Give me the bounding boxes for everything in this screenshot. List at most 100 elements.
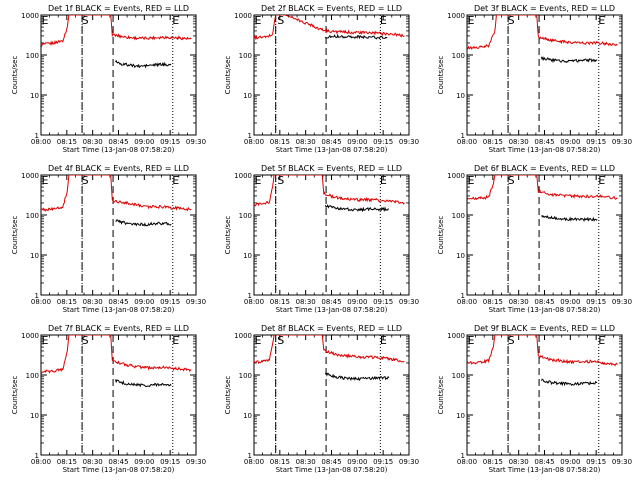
y-tick-label: 1 — [35, 292, 39, 300]
x-tick-label: 08:00 — [244, 298, 264, 306]
x-tick-label: 09:30 — [612, 298, 632, 306]
lld-series-line — [254, 175, 405, 207]
y-tick-label: 100 — [239, 212, 252, 220]
panel-7: Det 7f BLACK = Events, RED = LLD 1 10 100 10… — [11, 324, 206, 474]
y-tick-label: 1000 — [234, 12, 252, 20]
y-tick-label: 10 — [243, 92, 252, 100]
x-tick-label: 08:15 — [57, 138, 77, 146]
left-edge-marker: E — [468, 174, 475, 187]
y-tick-label: 10 — [243, 412, 252, 420]
x-tick-label: 08:30 — [509, 138, 529, 146]
x-tick-label: 09:15 — [160, 298, 180, 306]
end-marker: E — [172, 334, 179, 347]
y-tick-label: 1000 — [447, 172, 465, 180]
x-tick-label: 08:45 — [534, 458, 554, 466]
panel-title: Det 7f BLACK = Events, RED = LLD — [48, 324, 189, 333]
y-tick-label: 1000 — [21, 172, 39, 180]
lld-series-line — [467, 335, 618, 367]
events-series-line — [324, 371, 390, 382]
x-tick-label: 09:30 — [612, 138, 632, 146]
x-tick-label: 08:45 — [534, 138, 554, 146]
y-axis-label: Counts/sec — [224, 216, 232, 255]
x-tick-label: 08:00 — [244, 458, 264, 466]
x-tick-label: 08:00 — [31, 138, 51, 146]
panel-title: Det 8f BLACK = Events, RED = LLD — [261, 324, 402, 333]
lld-series-line — [41, 335, 192, 374]
y-axis-label: Counts/sec — [11, 56, 19, 95]
y-tick-label: 100 — [452, 372, 465, 380]
x-tick-label: 09:00 — [134, 298, 154, 306]
x-tick-label: 09:00 — [134, 458, 154, 466]
events-series-line — [324, 204, 390, 213]
y-tick-label: 1000 — [447, 12, 465, 20]
panel-4: Det 4f BLACK = Events, RED = LLD 1 10 100 10… — [11, 164, 206, 314]
x-tick-label: 08:30 — [509, 458, 529, 466]
x-tick-label: 09:15 — [586, 298, 606, 306]
y-tick-label: 100 — [239, 52, 252, 60]
x-tick-label: 09:30 — [186, 298, 206, 306]
y-tick-label: 10 — [30, 252, 39, 260]
x-tick-label: 08:15 — [57, 458, 77, 466]
y-tick-label: 100 — [452, 212, 465, 220]
events-series-line — [540, 55, 598, 64]
panel-title: Det 3f BLACK = Events, RED = LLD — [474, 4, 615, 13]
lld-series-line — [41, 175, 192, 212]
x-axis-label: Start Time (13-Jan-08 07:58:20) — [489, 306, 601, 314]
x-tick-label: 09:15 — [586, 458, 606, 466]
x-tick-label: 09:15 — [160, 138, 180, 146]
y-tick-label: 1000 — [447, 332, 465, 340]
y-tick-label: 100 — [26, 372, 39, 380]
end-marker: E — [598, 174, 605, 187]
x-tick-label: 08:15 — [483, 138, 503, 146]
x-tick-label: 09:30 — [399, 298, 419, 306]
panel-6: Det 6f BLACK = Events, RED = LLD 1 10 100 10… — [437, 164, 632, 314]
y-tick-label: 1000 — [234, 172, 252, 180]
events-series-line — [324, 33, 388, 40]
panel-9: Det 9f BLACK = Events, RED = LLD 1 10 100 10… — [437, 324, 632, 474]
x-tick-label: 08:15 — [483, 458, 503, 466]
x-tick-label: 09:30 — [399, 458, 419, 466]
events-series-line — [115, 219, 172, 227]
end-marker: E — [598, 14, 605, 27]
x-tick-label: 09:15 — [373, 138, 393, 146]
end-marker: E — [380, 334, 387, 347]
x-tick-label: 08:45 — [321, 138, 341, 146]
y-axis-label: Counts/sec — [437, 376, 445, 415]
x-tick-label: 09:00 — [134, 138, 154, 146]
x-axis-label: Start Time (13-Jan-08 07:58:20) — [489, 466, 601, 474]
panel-title: Det 2f BLACK = Events, RED = LLD — [261, 4, 402, 13]
y-axis-label: Counts/sec — [437, 56, 445, 95]
y-axis-label: Counts/sec — [437, 216, 445, 255]
x-tick-label: 09:30 — [399, 138, 419, 146]
lld-series-line — [41, 15, 192, 48]
start-marker: S — [277, 174, 284, 187]
left-edge-marker: E — [255, 14, 262, 27]
left-edge-marker: E — [42, 174, 49, 187]
start-marker: S — [508, 174, 515, 187]
x-tick-label: 09:15 — [586, 138, 606, 146]
panel-title: Det 1f BLACK = Events, RED = LLD — [48, 4, 189, 13]
x-tick-label: 09:00 — [347, 138, 367, 146]
x-tick-label: 08:30 — [296, 138, 316, 146]
end-marker: E — [172, 14, 179, 27]
end-marker: E — [172, 174, 179, 187]
x-tick-label: 09:00 — [347, 458, 367, 466]
y-tick-label: 1000 — [234, 332, 252, 340]
end-marker: E — [380, 14, 387, 27]
x-tick-label: 08:45 — [321, 458, 341, 466]
x-tick-label: 08:30 — [83, 298, 103, 306]
start-marker: S — [82, 334, 89, 347]
panel-8: Det 8f BLACK = Events, RED = LLD 1 10 100 10… — [224, 324, 419, 474]
y-tick-label: 10 — [456, 92, 465, 100]
panel-title: Det 5f BLACK = Events, RED = LLD — [261, 164, 402, 173]
panel-5: Det 5f BLACK = Events, RED = LLD 1 10 100 10… — [224, 164, 419, 314]
events-series-line — [114, 379, 172, 388]
lld-series-line — [254, 15, 405, 41]
x-tick-label: 09:15 — [373, 298, 393, 306]
y-tick-label: 10 — [30, 412, 39, 420]
x-tick-label: 08:45 — [108, 298, 128, 306]
x-tick-label: 08:00 — [244, 138, 264, 146]
x-tick-label: 08:15 — [270, 458, 290, 466]
x-tick-label: 09:00 — [347, 298, 367, 306]
panel-title: Det 6f BLACK = Events, RED = LLD — [474, 164, 615, 173]
